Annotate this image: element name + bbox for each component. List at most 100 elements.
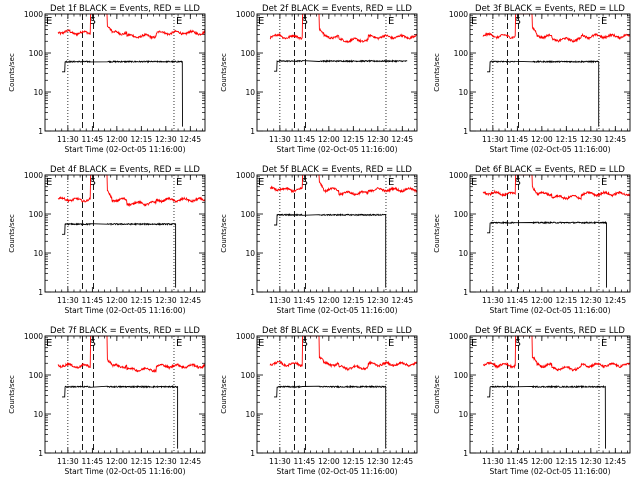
- y-tick-label: 1000: [24, 171, 43, 180]
- x-tick-label: 12:00: [318, 296, 340, 305]
- x-tick-label: 11:30: [269, 135, 291, 144]
- x-axis-label: Start Time (02-Oct-05 11:16:00): [276, 145, 397, 154]
- x-tick-label: 12:30: [367, 135, 389, 144]
- x-tick-label: 11:30: [57, 135, 79, 144]
- chart-title: Det 6f BLACK = Events, RED = LLD: [475, 165, 625, 175]
- y-axis-label: Counts/sec: [433, 214, 441, 253]
- x-tick-label: 12:00: [531, 135, 553, 144]
- x-tick-label: 12:00: [318, 457, 340, 466]
- series-line-lld: [57, 335, 206, 373]
- marker-label-e: E: [176, 177, 182, 188]
- y-axis-label: Counts/sec: [220, 375, 228, 414]
- x-tick-label: 11:30: [482, 296, 504, 305]
- y-axis-label: Counts/sec: [220, 53, 228, 92]
- y-tick-label: 100: [29, 49, 44, 58]
- y-tick-label: 1000: [449, 171, 468, 180]
- y-tick-label: 1000: [236, 332, 255, 341]
- x-tick-label: 12:15: [343, 296, 365, 305]
- y-tick-label: 10: [245, 249, 255, 258]
- plot-frame: [44, 174, 206, 293]
- y-tick-label: 1000: [236, 10, 255, 19]
- series-line-events: [62, 384, 179, 449]
- chart-panel-6: Det 6f BLACK = Events, RED = LLD Counts/s…: [433, 165, 631, 315]
- x-tick-label: 12:15: [131, 457, 153, 466]
- y-axis-label: Counts/sec: [8, 214, 16, 253]
- x-tick-label: 12:15: [343, 457, 365, 466]
- y-tick-label: 1: [38, 127, 43, 136]
- series-line-events: [274, 213, 387, 288]
- y-tick-label: 1000: [449, 332, 468, 341]
- x-axis-label: Start Time (02-Oct-05 11:16:00): [276, 467, 397, 476]
- y-tick-label: 1: [463, 449, 468, 458]
- marker-label-e: E: [471, 177, 477, 188]
- y-tick-label: 1: [250, 127, 255, 136]
- series-line-lld: [482, 174, 631, 201]
- chart-title: Det 9f BLACK = Events, RED = LLD: [475, 326, 625, 336]
- y-tick-label: 100: [241, 210, 256, 219]
- x-tick-label: 12:45: [391, 457, 413, 466]
- x-tick-label: 11:30: [57, 296, 79, 305]
- x-tick-label: 12:30: [580, 135, 602, 144]
- chart-title: Det 5f BLACK = Events, RED = LLD: [262, 165, 412, 175]
- y-tick-label: 1: [250, 449, 255, 458]
- x-tick-label: 12:45: [604, 457, 626, 466]
- y-tick-label: 1: [38, 288, 43, 297]
- series-line-events: [62, 222, 177, 288]
- marker-label-e: E: [258, 338, 264, 349]
- x-tick-label: 12:15: [343, 135, 365, 144]
- y-tick-label: 100: [241, 371, 256, 380]
- marker-label-e: E: [601, 338, 607, 349]
- x-tick-label: 11:30: [269, 457, 291, 466]
- marker-label-e: E: [46, 16, 52, 27]
- x-tick-label: 12:30: [580, 296, 602, 305]
- marker-label-s: S: [89, 338, 95, 349]
- x-tick-label: 12:45: [391, 135, 413, 144]
- series-line-events: [487, 220, 607, 288]
- x-tick-label: 12:30: [367, 296, 389, 305]
- y-tick-label: 10: [33, 249, 43, 258]
- chart-title: Det 8f BLACK = Events, RED = LLD: [262, 326, 412, 336]
- x-tick-label: 11:45: [82, 457, 104, 466]
- x-tick-label: 12:15: [556, 296, 578, 305]
- y-tick-label: 10: [458, 249, 468, 258]
- y-axis-label: Counts/sec: [8, 53, 16, 92]
- marker-label-e: E: [388, 177, 394, 188]
- y-tick-label: 100: [454, 210, 469, 219]
- series-line-lld: [57, 13, 206, 40]
- marker-label-e: E: [46, 338, 52, 349]
- x-tick-label: 12:30: [367, 457, 389, 466]
- x-axis-label: Start Time (02-Oct-05 11:16:00): [64, 306, 185, 315]
- y-tick-label: 100: [29, 371, 44, 380]
- marker-label-e: E: [258, 16, 264, 27]
- marker-label-e: E: [176, 16, 182, 27]
- marker-label-e: E: [601, 16, 607, 27]
- x-tick-label: 12:15: [556, 457, 578, 466]
- x-axis-label: Start Time (02-Oct-05 11:16:00): [64, 467, 185, 476]
- marker-label-e: E: [388, 338, 394, 349]
- marker-label-s: S: [89, 177, 95, 188]
- marker-label-s: S: [514, 338, 520, 349]
- x-tick-label: 11:45: [294, 457, 316, 466]
- chart-panel-8: Det 8f BLACK = Events, RED = LLD Counts/s…: [220, 326, 418, 476]
- marker-label-e: E: [471, 338, 477, 349]
- plot-frame: [256, 335, 418, 454]
- series-line-lld: [269, 174, 418, 197]
- y-tick-label: 100: [29, 210, 44, 219]
- plot-frame: [44, 335, 206, 454]
- y-tick-label: 1000: [24, 332, 43, 341]
- series-line-events: [487, 59, 600, 127]
- y-tick-label: 10: [33, 88, 43, 97]
- x-tick-label: 12:45: [179, 135, 201, 144]
- chart-title: Det 1f BLACK = Events, RED = LLD: [50, 4, 200, 14]
- chart-title: Det 2f BLACK = Events, RED = LLD: [262, 4, 412, 14]
- chart-title: Det 7f BLACK = Events, RED = LLD: [50, 326, 200, 336]
- x-tick-label: 12:45: [604, 296, 626, 305]
- chart-panel-7: Det 7f BLACK = Events, RED = LLD Counts/s…: [8, 326, 206, 476]
- plot-frame: [469, 335, 631, 454]
- x-axis-label: Start Time (02-Oct-05 11:16:00): [276, 306, 397, 315]
- marker-label-s: S: [301, 177, 307, 188]
- x-tick-label: 12:30: [155, 296, 177, 305]
- marker-label-s: S: [514, 177, 520, 188]
- marker-label-e: E: [176, 338, 182, 349]
- series-line-events: [487, 384, 606, 449]
